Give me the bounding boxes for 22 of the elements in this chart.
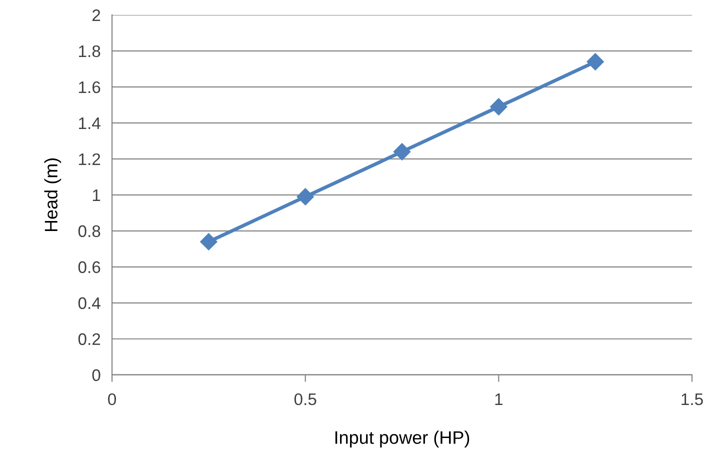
y-tick-label: 2	[92, 9, 100, 22]
x-tick-label: 0	[108, 393, 116, 406]
y-tick-label: 0.8	[78, 225, 100, 238]
x-axis-title: Input power (HP)	[335, 430, 470, 448]
y-tick-label: 1	[92, 189, 100, 201]
y-tick-label: 1.4	[79, 118, 100, 129]
x-tick-label: 1	[495, 394, 502, 405]
y-tick-label: 1.8	[79, 45, 100, 58]
y-tick-label: 0.4	[78, 297, 100, 310]
point	[393, 143, 411, 160]
y-tick-label: 0.6	[78, 261, 100, 274]
y-tick-label: 0	[92, 369, 100, 382]
point	[586, 53, 604, 70]
x-tick-label: 0.5	[294, 393, 316, 406]
y-tick-label: 1.2	[79, 153, 100, 165]
x-tick-label: 1.5	[682, 394, 703, 406]
point	[296, 188, 314, 206]
y-tick-label: 0.2	[78, 333, 100, 346]
point	[490, 98, 508, 116]
y-axis-title: Head (m)	[44, 158, 62, 232]
point	[200, 233, 218, 250]
y-tick-label: 1.6	[79, 81, 100, 94]
